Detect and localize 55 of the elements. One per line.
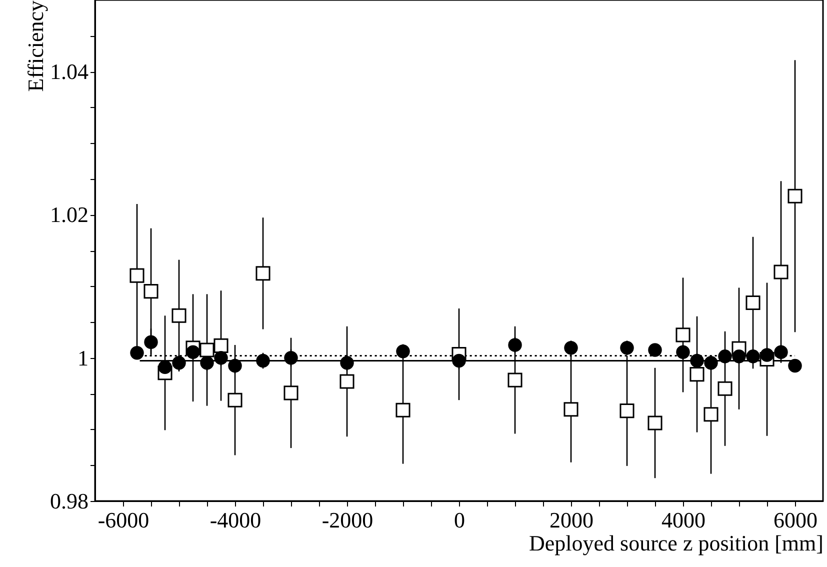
x-tick-label: -2000: [322, 508, 374, 532]
x-tick-label: 0: [454, 508, 465, 532]
point: [508, 338, 522, 352]
point: [760, 348, 774, 362]
x-tick-label: 6000: [774, 508, 818, 532]
point: [256, 354, 270, 368]
point: [746, 295, 760, 310]
y-tick-label: 1.02: [50, 202, 88, 228]
point: [774, 264, 788, 280]
x-tick-label: 4000: [662, 508, 706, 532]
point: [228, 358, 242, 373]
point: [228, 392, 242, 408]
point: [130, 268, 144, 283]
point: [620, 404, 634, 418]
point: [158, 360, 172, 374]
y-axis-title: Efficiency: [23, 0, 48, 92]
point: [284, 386, 298, 400]
point: [788, 188, 802, 204]
point: [690, 367, 704, 382]
point: [690, 354, 704, 368]
x-tick-label: 2000: [550, 508, 594, 532]
point: [396, 402, 410, 418]
point: [214, 350, 228, 365]
point: [172, 308, 186, 323]
point: [718, 350, 732, 364]
point: [676, 345, 690, 359]
point: [746, 350, 760, 364]
point: [340, 356, 354, 370]
point: [564, 402, 578, 417]
point: [774, 345, 788, 359]
point: [284, 350, 298, 365]
y-tick-label: 0.98: [50, 488, 88, 514]
point: [676, 328, 690, 342]
point: [130, 346, 144, 360]
point: [452, 354, 466, 368]
point: [732, 350, 746, 364]
point: [256, 266, 270, 281]
point: [144, 284, 158, 299]
x-axis-title: Deployed source z position [mm]: [529, 530, 824, 556]
point: [648, 416, 662, 430]
point: [200, 342, 214, 358]
point: [704, 407, 718, 422]
x-tick-label: -4000: [210, 508, 262, 532]
x-tick-label: -6000: [98, 508, 150, 532]
point: [648, 343, 662, 357]
point: [214, 338, 228, 353]
point: [186, 345, 200, 359]
point: [718, 381, 732, 396]
point: [200, 356, 214, 370]
point: [508, 372, 522, 388]
y-tick-label: 1.04: [50, 59, 88, 84]
y-tick-label: 1: [78, 345, 88, 370]
point: [788, 358, 802, 373]
point: [340, 374, 354, 389]
point: [144, 335, 158, 349]
